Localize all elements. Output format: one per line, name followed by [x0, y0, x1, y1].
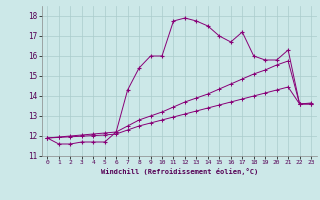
X-axis label: Windchill (Refroidissement éolien,°C): Windchill (Refroidissement éolien,°C) — [100, 168, 258, 175]
